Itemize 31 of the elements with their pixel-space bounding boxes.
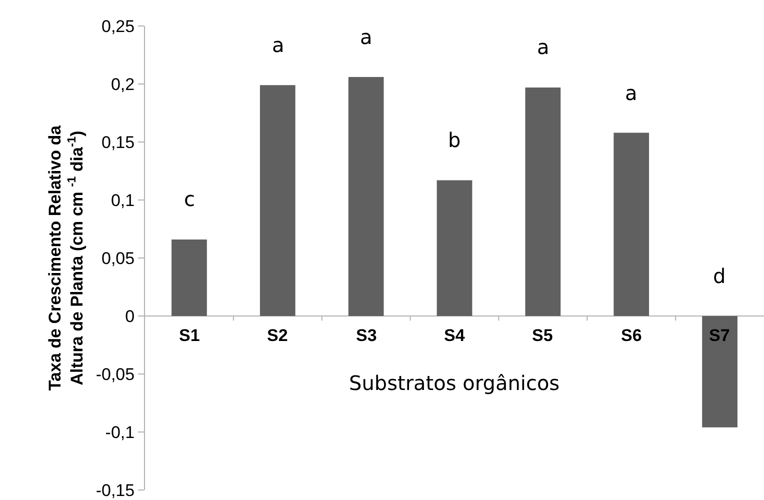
annotation: a <box>360 25 372 49</box>
annotation: a <box>625 81 638 105</box>
y-tick-label: -0,15 <box>96 480 135 500</box>
y-tick-label: -0,05 <box>96 364 135 384</box>
y-tick-label: 0,2 <box>110 74 135 94</box>
x-tick-label: S3 <box>356 326 377 345</box>
x-tick-label: S5 <box>532 326 553 345</box>
x-tick-label: S6 <box>621 326 642 345</box>
bar <box>702 316 738 428</box>
bar <box>348 77 384 316</box>
bar <box>260 85 296 316</box>
annotation: a <box>272 33 284 57</box>
x-axis-title: Substratos orgânicos <box>349 371 560 395</box>
y-tick-label: 0,05 <box>102 248 135 268</box>
x-tick-label: S2 <box>267 326 288 345</box>
annotation: d <box>713 264 726 288</box>
bar <box>614 132 650 316</box>
x-tick-label: S1 <box>179 326 200 345</box>
annotation: a <box>537 35 550 59</box>
annotation: c <box>184 187 195 211</box>
annotation: b <box>448 128 461 152</box>
y-tick-label: 0,15 <box>102 132 135 152</box>
y-tick-label: 0,1 <box>110 190 135 210</box>
x-tick-label: S7 <box>709 326 730 345</box>
bar <box>436 180 472 316</box>
x-tick-label: S4 <box>444 326 466 345</box>
bar <box>525 87 561 316</box>
y-tick-label: 0 <box>125 306 135 326</box>
y-tick-label: -0,1 <box>105 422 135 442</box>
y-tick-label: 0,25 <box>102 16 135 36</box>
bar <box>172 239 207 316</box>
